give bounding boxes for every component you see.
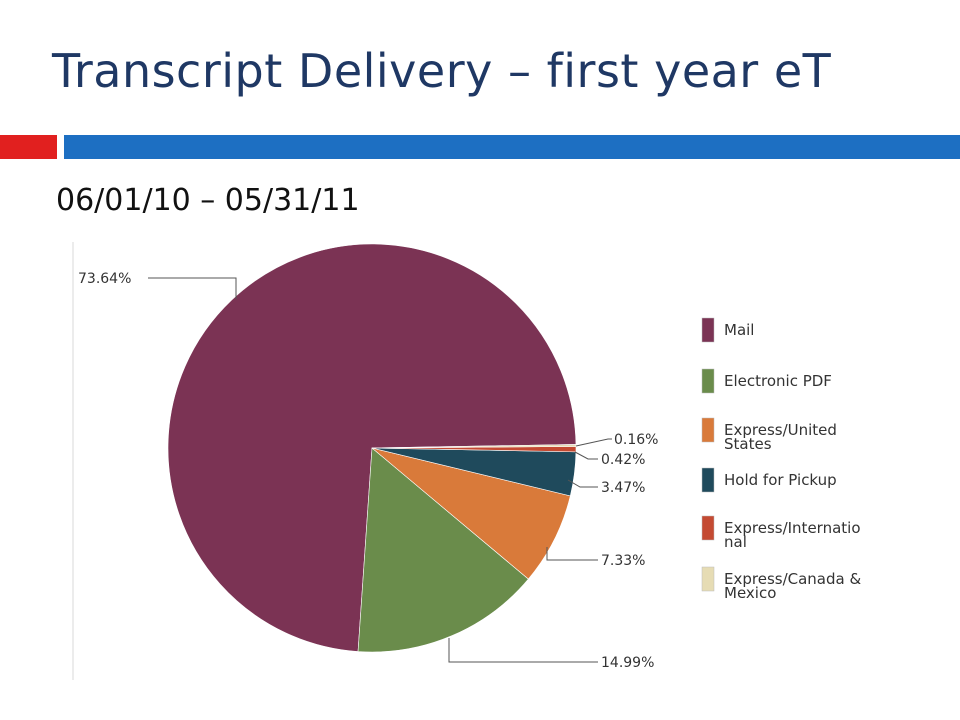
legend-label-1: Electronic PDF [724,372,832,390]
pie-data-labels: 73.64% 14.99% 7.33% 3.47% 0.42% 0.16% [78,271,658,671]
leader-line-4 [574,451,598,460]
legend-label-4-line-1: nal [724,533,747,551]
leader-line-0 [148,277,237,299]
legend-label-2-line-1: States [724,435,772,453]
pie-slice-1 [357,447,529,653]
legend-swatch-3 [701,467,715,493]
data-label-4: 0.42% [601,452,645,468]
legend-swatch-0 [701,317,715,343]
data-label-3: 3.47% [601,480,645,496]
slide-title: Transcript Delivery – first year eT [52,44,832,98]
leader-line-2 [546,547,598,561]
legend-label-0: Mail [724,321,754,339]
legend-label-4: Express/Internatio [724,519,861,537]
accent-bar-blue [64,135,960,159]
legend-label-2: Express/United [724,421,837,439]
legend-swatch-2 [701,417,715,443]
date-range: 06/01/10 – 05/31/11 [56,183,360,218]
data-label-5: 0.16% [614,432,658,448]
data-label-0: 73.64% [78,271,131,287]
legend-label-5-line-1: Mexico [724,584,776,602]
accent-bar-red [0,135,57,159]
legend-label-3: Hold for Pickup [724,471,837,489]
pie-leader-lines [148,277,612,663]
legend-swatch-4 [701,515,715,541]
leader-line-3 [567,479,598,488]
legend-swatch-1 [701,368,715,394]
data-label-1: 14.99% [601,655,654,671]
pie-slice-5 [371,444,577,449]
leader-line-5 [575,438,612,447]
pie-slices [167,243,577,653]
legend-label-5: Express/Canada & [724,570,861,588]
legend-swatch-5 [701,566,715,592]
leader-line-1 [448,638,598,663]
data-label-2: 7.33% [601,553,645,569]
